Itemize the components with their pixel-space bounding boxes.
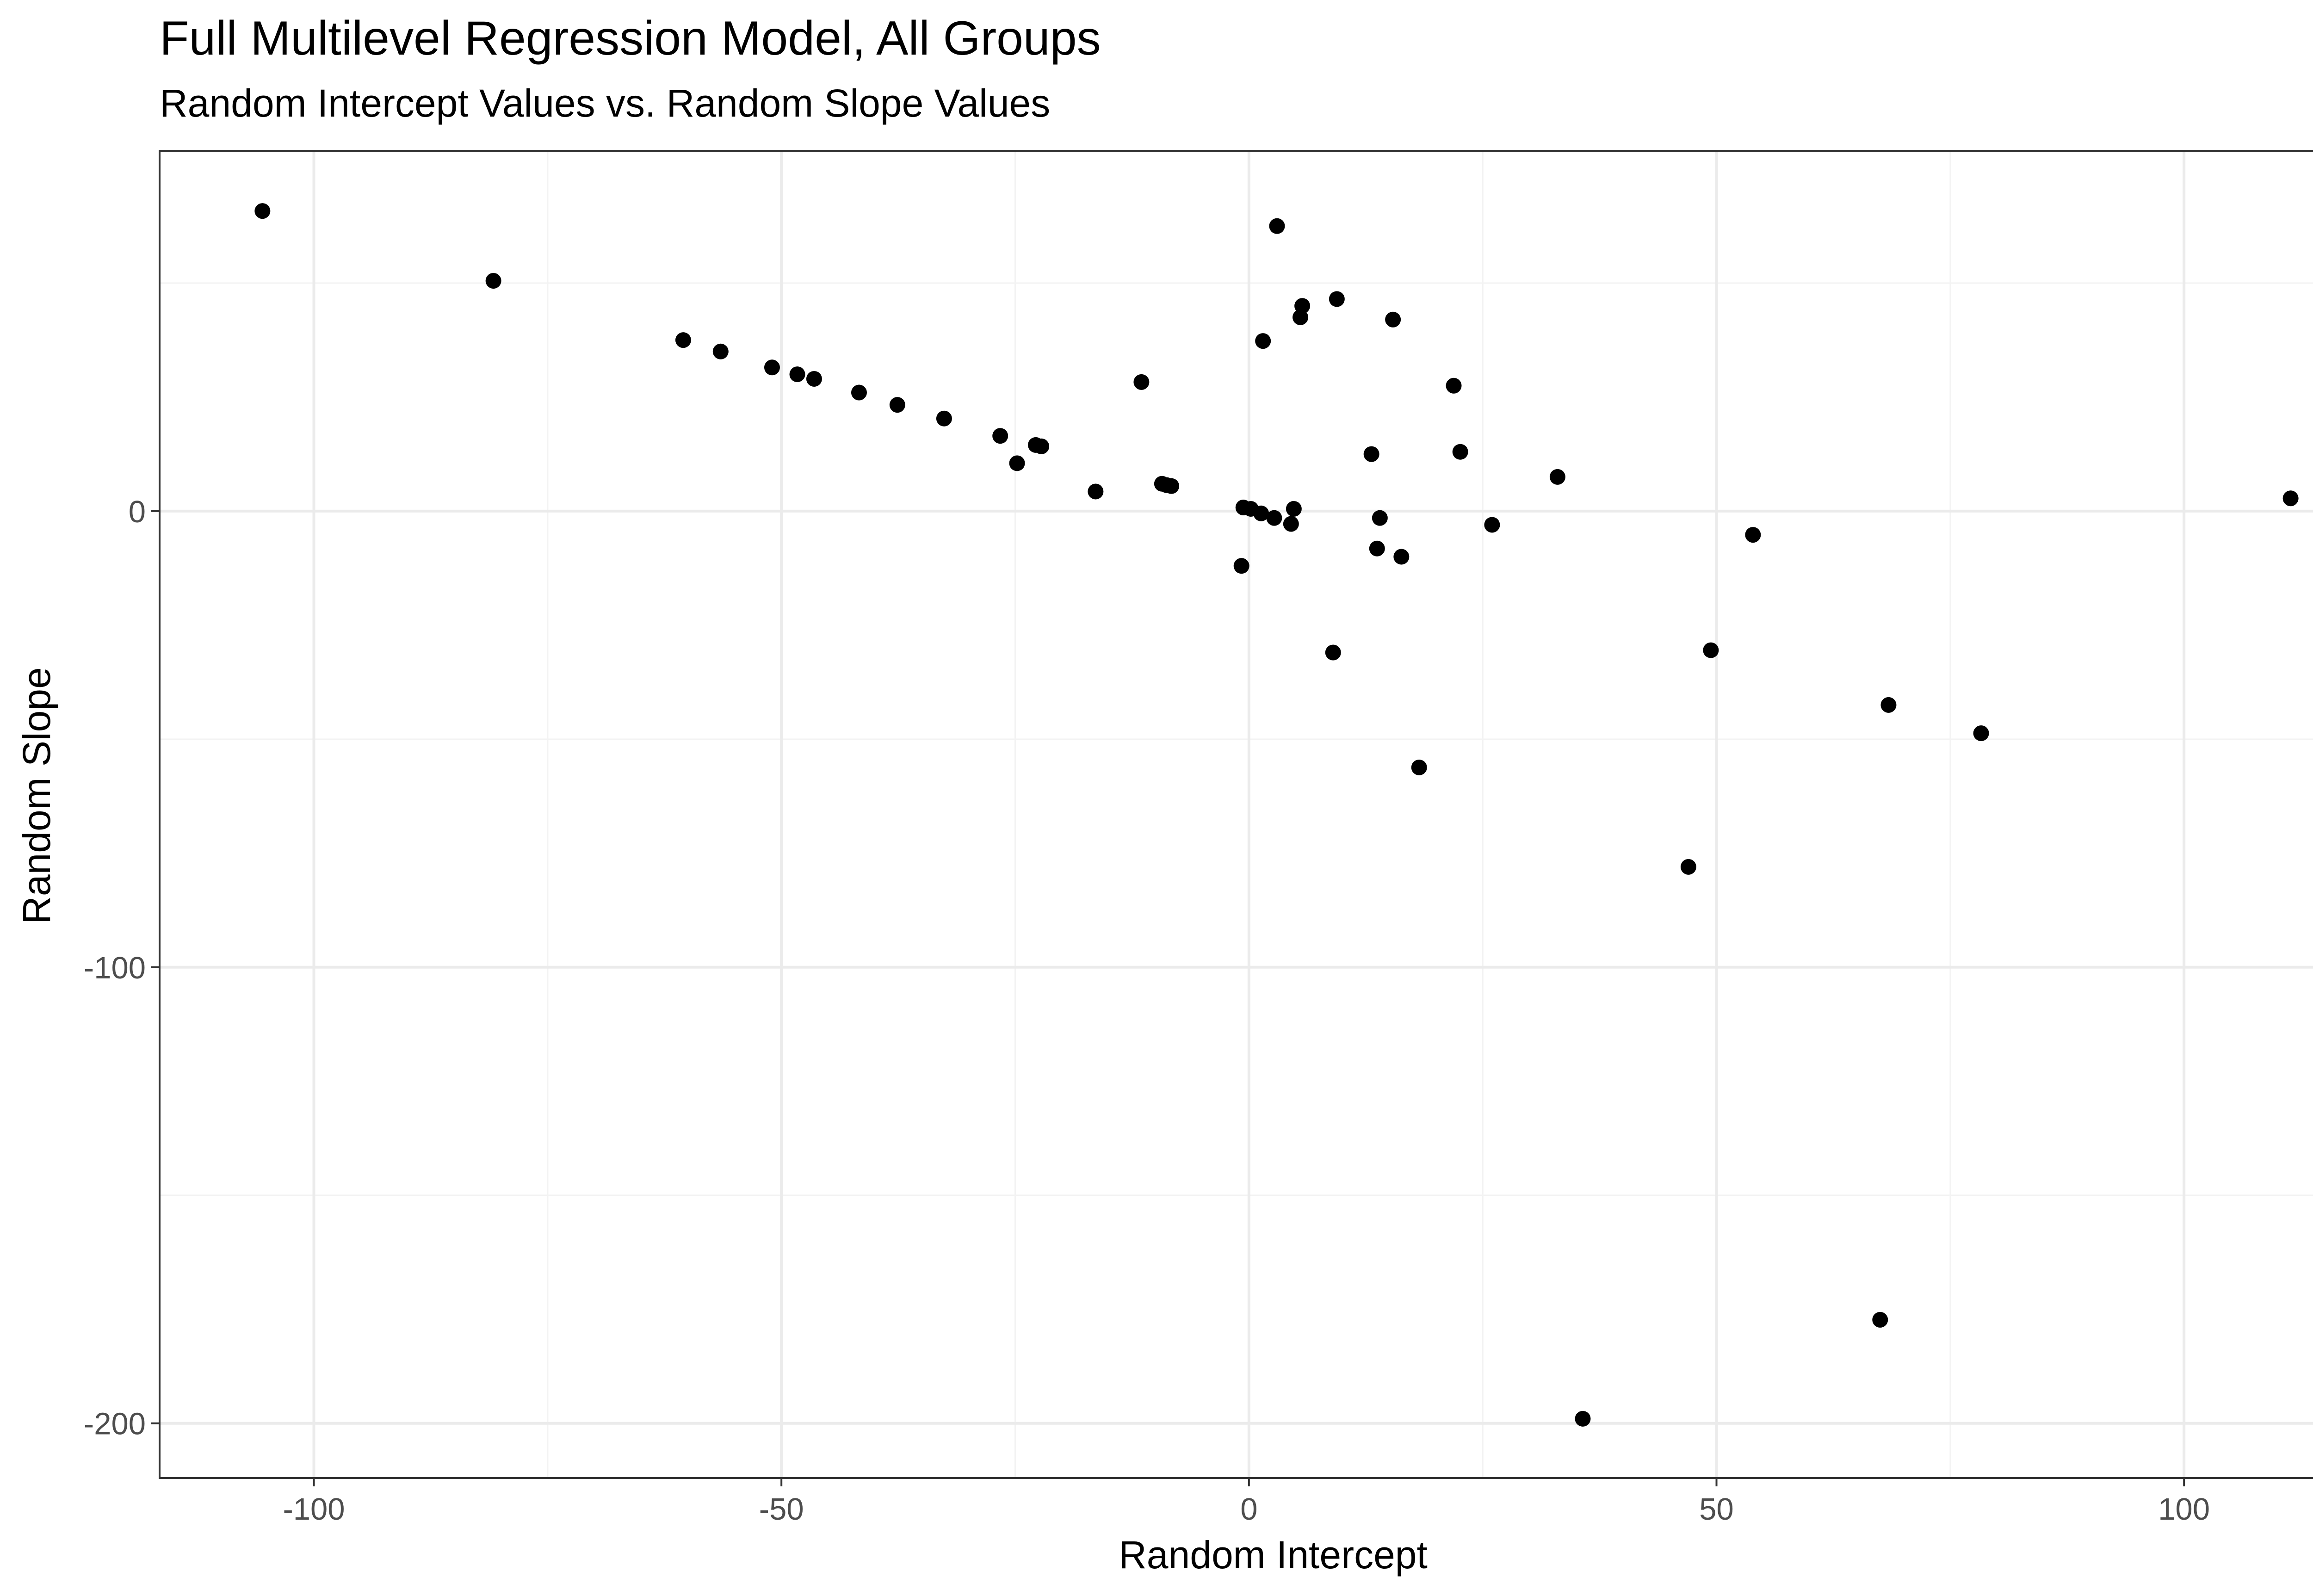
y-tick-label: -100 — [84, 951, 146, 985]
y-tick-label: 0 — [129, 495, 146, 529]
data-point — [1325, 644, 1341, 661]
chart-subtitle: Random Intercept Values vs. Random Slope… — [160, 81, 1050, 125]
data-point — [1452, 444, 1468, 460]
data-point — [1549, 469, 1565, 485]
x-tick-label: -100 — [283, 1492, 345, 1527]
data-point — [1266, 510, 1282, 526]
y-axis: -200 -100 0 — [84, 495, 160, 1441]
y-tick-label: -200 — [84, 1407, 146, 1441]
data-point — [992, 428, 1008, 444]
data-point — [1363, 446, 1379, 462]
data-point — [1385, 311, 1401, 328]
data-point — [1033, 438, 1050, 454]
data-point — [1233, 558, 1249, 574]
data-point — [806, 371, 822, 387]
x-tick-label: -50 — [759, 1492, 804, 1527]
data-point — [1575, 1410, 1591, 1427]
data-point — [1446, 377, 1462, 394]
data-point — [712, 343, 729, 359]
data-point — [2282, 490, 2299, 507]
data-point — [789, 366, 805, 383]
data-point — [1269, 218, 1285, 234]
major-gridlines — [160, 151, 2313, 1478]
data-point — [1329, 291, 1345, 307]
x-tick-label: 0 — [1240, 1492, 1257, 1527]
data-point — [1680, 859, 1696, 875]
data-point — [1133, 374, 1150, 390]
data-point — [889, 397, 905, 413]
data-point — [1372, 510, 1388, 526]
x-tick-label: 50 — [1699, 1492, 1734, 1527]
data-point — [851, 384, 867, 401]
data-point — [675, 332, 691, 348]
data-point — [1255, 333, 1271, 349]
data-point — [1880, 697, 1897, 713]
data-point — [1745, 527, 1761, 543]
x-tick-label: 100 — [2158, 1492, 2210, 1527]
data-point — [1253, 505, 1269, 521]
y-axis-title: Random Slope — [15, 667, 58, 924]
data-point — [1973, 725, 1989, 742]
x-axis: -100 -50 0 50 100 — [283, 1478, 2210, 1527]
data-point — [1484, 517, 1500, 533]
minor-gridlines — [160, 151, 2313, 1478]
data-point — [1703, 642, 1719, 658]
data-point — [1286, 501, 1302, 517]
data-point — [1294, 298, 1311, 314]
data-point — [1088, 483, 1104, 500]
data-point — [936, 410, 952, 427]
data-point — [485, 272, 501, 289]
data-point — [1283, 516, 1299, 532]
data-point — [764, 359, 780, 376]
data-point — [1872, 1311, 1888, 1328]
data-point — [1163, 478, 1180, 494]
chart-title: Full Multilevel Regression Model, All Gr… — [160, 12, 1101, 65]
data-point — [1009, 455, 1025, 471]
panel-border — [159, 150, 2313, 1479]
data-point — [1393, 549, 1410, 565]
data-points — [254, 203, 2299, 1427]
data-point — [254, 203, 271, 219]
data-point — [1411, 759, 1427, 775]
x-axis-title: Random Intercept — [1119, 1533, 1428, 1577]
data-point — [1369, 540, 1385, 557]
